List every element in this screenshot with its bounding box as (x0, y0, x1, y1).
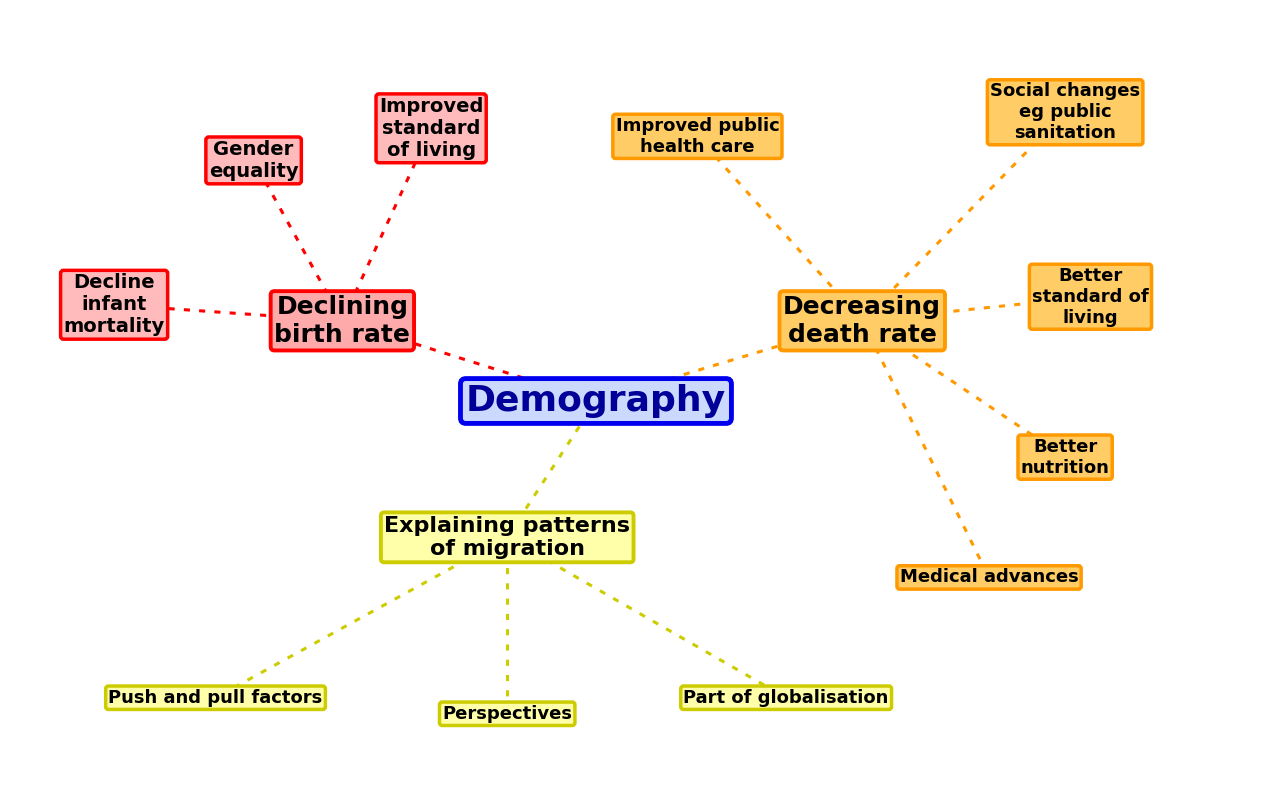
Text: Improved public
health care: Improved public health care (615, 117, 780, 156)
Text: Better
standard of
living: Better standard of living (1032, 267, 1149, 326)
Text: Explaining patterns
of migration: Explaining patterns of migration (384, 516, 630, 559)
Text: Social changes
eg public
sanitation: Social changes eg public sanitation (990, 83, 1140, 142)
Text: Decline
infant
mortality: Decline infant mortality (63, 273, 165, 336)
Text: Declining
birth rate: Declining birth rate (274, 295, 411, 346)
Text: Medical advances: Medical advances (900, 569, 1078, 586)
Text: Push and pull factors: Push and pull factors (109, 689, 322, 707)
Text: Demography: Demography (465, 384, 727, 418)
Text: Part of globalisation: Part of globalisation (683, 689, 889, 707)
Text: Gender
equality: Gender equality (209, 140, 298, 181)
Text: Decreasing
death rate: Decreasing death rate (784, 295, 941, 346)
Text: Improved
standard
of living: Improved standard of living (379, 97, 483, 160)
Text: Better
nutrition: Better nutrition (1021, 438, 1110, 476)
Text: Perspectives: Perspectives (443, 705, 572, 723)
